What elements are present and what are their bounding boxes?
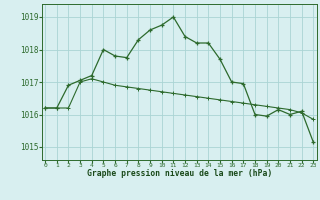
X-axis label: Graphe pression niveau de la mer (hPa): Graphe pression niveau de la mer (hPa) <box>87 169 272 178</box>
